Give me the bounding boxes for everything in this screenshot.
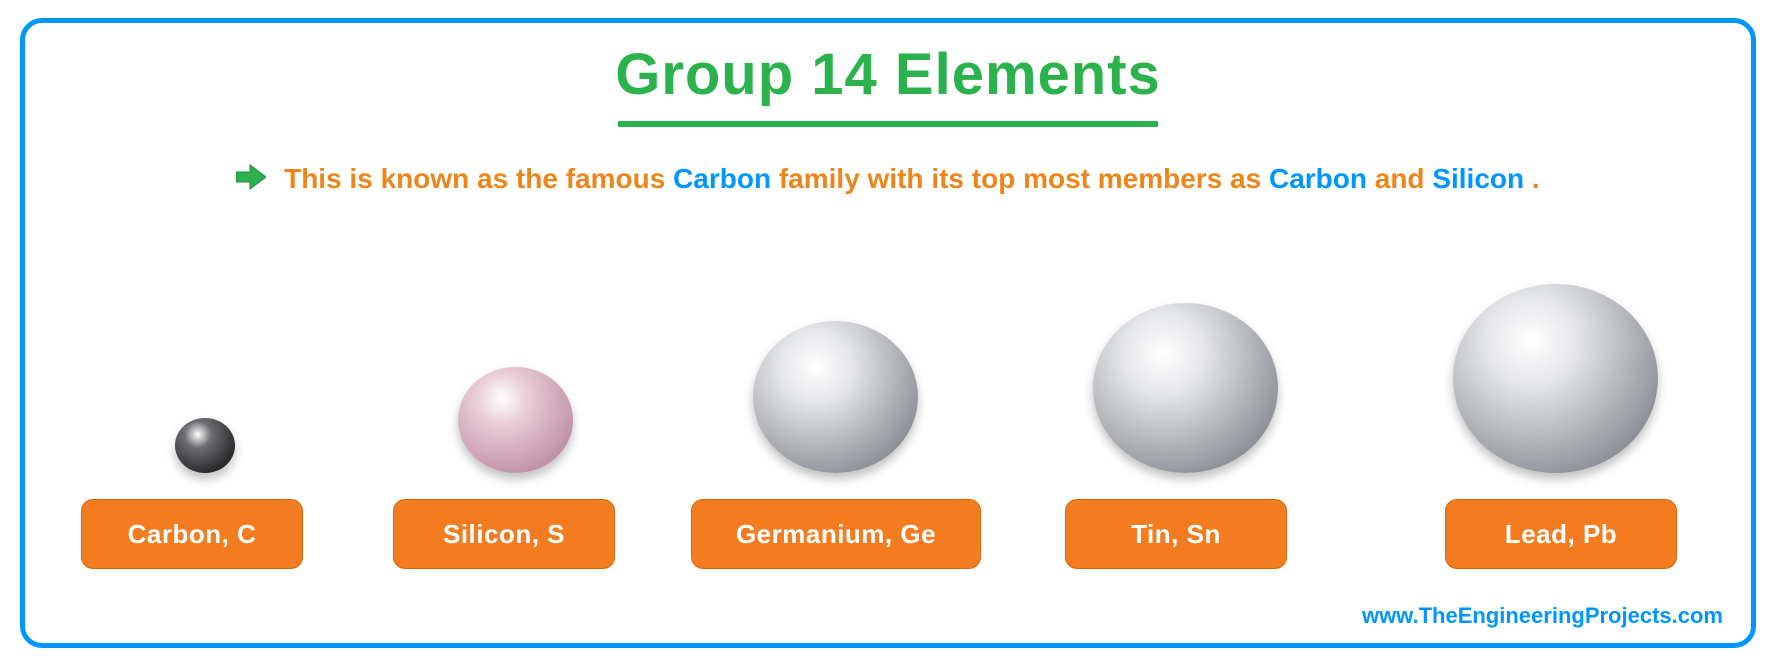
element-sphere xyxy=(1093,303,1278,473)
sphere-cell xyxy=(1385,233,1725,473)
sphere-cell xyxy=(1025,233,1345,473)
element-sphere xyxy=(753,321,918,473)
element-label: Germanium, Ge xyxy=(691,499,981,569)
tagline: This is known as the famous Carbon famil… xyxy=(25,163,1751,197)
tagline-keyword-3: Silicon xyxy=(1432,163,1524,194)
element-label: Tin, Sn xyxy=(1065,499,1287,569)
title-underline xyxy=(618,121,1158,127)
credit-link[interactable]: www.TheEngineeringProjects.com xyxy=(1362,603,1723,629)
infographic-frame: Group 14 Elements This is known as the f… xyxy=(20,18,1756,648)
arrow-right-icon xyxy=(236,164,266,197)
element-label: Carbon, C xyxy=(81,499,303,569)
element-label: Silicon, S xyxy=(393,499,615,569)
label-row: Carbon, C Silicon, S Germanium, Ge Tin, Sn L… xyxy=(25,499,1751,569)
element-sphere xyxy=(1453,284,1658,473)
element-sphere xyxy=(458,367,573,473)
element-sphere xyxy=(175,418,235,473)
element-label: Lead, Pb xyxy=(1445,499,1677,569)
tagline-keyword-2: Carbon xyxy=(1269,163,1367,194)
tagline-text-2: family with its top most members as xyxy=(779,163,1269,194)
tagline-text-1: This is known as the famous xyxy=(284,163,673,194)
sphere-cell xyxy=(65,233,345,473)
tagline-text-3: and xyxy=(1375,163,1433,194)
sphere-cell xyxy=(665,233,1005,473)
sphere-row xyxy=(25,233,1751,473)
tagline-keyword-1: Carbon xyxy=(673,163,771,194)
sphere-cell xyxy=(365,233,665,473)
tagline-dot: . xyxy=(1532,163,1540,194)
page-title: Group 14 Elements xyxy=(25,41,1751,108)
